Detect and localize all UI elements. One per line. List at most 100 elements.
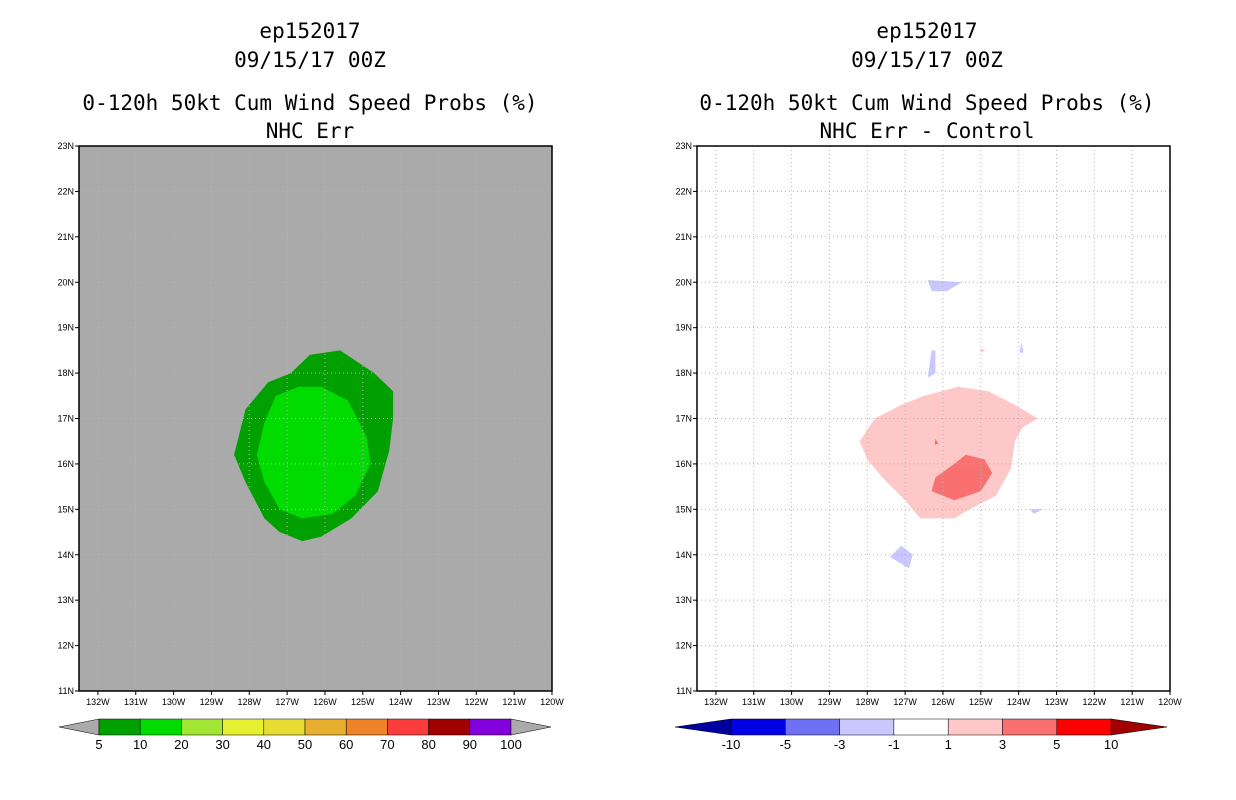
y-tick-label: 15N bbox=[675, 504, 692, 514]
contour-region--3--1 bbox=[927, 280, 962, 292]
colorbar-swatch bbox=[222, 718, 265, 736]
colorbar-label: 10 bbox=[133, 737, 147, 752]
colorbar-swatch bbox=[893, 718, 949, 736]
x-tick-label: 132W bbox=[704, 697, 728, 707]
colorbar-swatch bbox=[428, 718, 471, 736]
contour-region--3--1 bbox=[1030, 509, 1044, 514]
y-tick-label: 16N bbox=[57, 459, 74, 469]
y-tick-label: 18N bbox=[675, 368, 692, 378]
x-tick-label: 130W bbox=[780, 697, 804, 707]
colorbar-swatch bbox=[1056, 718, 1112, 736]
y-tick-label: 14N bbox=[675, 550, 692, 560]
colorbar-label: 3 bbox=[999, 737, 1006, 752]
y-tick-label: 22N bbox=[675, 186, 692, 196]
x-tick-label: 126W bbox=[931, 697, 955, 707]
y-tick-label: 21N bbox=[675, 232, 692, 242]
colorbar-low-triangle bbox=[674, 718, 732, 736]
contour-layer bbox=[859, 280, 1044, 569]
contour-region-1-3 bbox=[859, 386, 1038, 519]
y-tick-label: 14N bbox=[57, 550, 74, 560]
x-tick-label: 125W bbox=[351, 697, 375, 707]
y-tick-label: 16N bbox=[675, 459, 692, 469]
y-tick-label: 21N bbox=[57, 232, 74, 242]
contour-region-3-5 bbox=[931, 454, 993, 501]
x-axis-ticks: 132W 131W 130W 129W 128W 127W 126W 125W 124W 123W… bbox=[704, 691, 1182, 707]
colorbar-swatch bbox=[469, 718, 512, 736]
colorbar-swatch bbox=[181, 718, 223, 736]
colorbar-swatch bbox=[839, 718, 895, 736]
x-tick-label: 127W bbox=[275, 697, 299, 707]
colorbar-label: 70 bbox=[380, 737, 394, 752]
colorbar-label: 20 bbox=[174, 737, 188, 752]
colorbar-label: -3 bbox=[834, 737, 846, 752]
y-tick-label: 20N bbox=[675, 277, 692, 287]
y-axis-ticks: 11N 12N 13N 14N 15N 16N 17N 18N 19N 20N 21N 22N 23N bbox=[57, 141, 79, 696]
x-tick-label: 129W bbox=[200, 697, 224, 707]
y-tick-label: 13N bbox=[57, 595, 74, 605]
colorbar-label: 80 bbox=[421, 737, 435, 752]
colorbar-label: 30 bbox=[215, 737, 229, 752]
colorbar-swatch bbox=[785, 718, 840, 736]
colorbar-label: 5 bbox=[1053, 737, 1060, 752]
x-tick-label: 131W bbox=[124, 697, 148, 707]
y-tick-label: 18N bbox=[57, 368, 74, 378]
colorbar-swatch bbox=[1002, 718, 1058, 736]
colorbar-swatch bbox=[139, 718, 182, 736]
x-tick-label: 126W bbox=[313, 697, 337, 707]
colorbar: -10 -5 -3 -1 1 3 5 10 bbox=[674, 718, 1168, 752]
colorbar-label: -10 bbox=[722, 737, 741, 752]
x-tick-label: 121W bbox=[502, 697, 526, 707]
colorbar-swatch bbox=[345, 718, 388, 736]
storm-id-label: ep152017 bbox=[876, 19, 977, 43]
y-tick-label: 12N bbox=[675, 641, 692, 651]
x-tick-label: 121W bbox=[1120, 697, 1144, 707]
grid-lines bbox=[79, 146, 552, 691]
x-tick-label: 131W bbox=[742, 697, 766, 707]
colorbar-high-triangle bbox=[510, 718, 552, 736]
colorbar-high-triangle bbox=[1110, 718, 1168, 736]
colorbar-swatch bbox=[730, 718, 786, 736]
x-tick-label: 129W bbox=[818, 697, 842, 707]
x-axis-ticks: 132W 131W 130W 129W 128W 127W 126W 125W 124W 123W… bbox=[86, 691, 564, 707]
y-tick-label: 19N bbox=[675, 323, 692, 333]
contour-layer bbox=[234, 350, 394, 542]
x-tick-label: 128W bbox=[856, 697, 880, 707]
chart-subtitle: NHC Err - Control bbox=[820, 119, 1035, 143]
colorbar-swatch bbox=[387, 718, 429, 736]
y-tick-label: 23N bbox=[57, 141, 74, 151]
datetime-label: 09/15/17 00Z bbox=[851, 48, 1003, 72]
colorbar-label: 40 bbox=[257, 737, 271, 752]
y-tick-label: 20N bbox=[57, 277, 74, 287]
y-tick-label: 12N bbox=[57, 641, 74, 651]
contour-region-10-20 bbox=[256, 386, 371, 519]
contour-region--3--1 bbox=[927, 350, 936, 378]
colorbar-swatch bbox=[947, 718, 1003, 736]
contour-region--3--1 bbox=[1019, 341, 1024, 353]
y-tick-label: 17N bbox=[675, 414, 692, 424]
contour-region-1-3 bbox=[980, 348, 986, 353]
colorbar-label: 100 bbox=[500, 737, 522, 752]
x-tick-label: 122W bbox=[1083, 697, 1107, 707]
y-tick-label: 13N bbox=[675, 595, 692, 605]
colorbar-label: -1 bbox=[888, 737, 900, 752]
colorbar-label: 5 bbox=[95, 737, 102, 752]
x-tick-label: 123W bbox=[1045, 697, 1069, 707]
y-tick-label: 19N bbox=[57, 323, 74, 333]
chart-subtitle: NHC Err bbox=[266, 119, 355, 143]
y-tick-label: 23N bbox=[675, 141, 692, 151]
colorbar-label: 90 bbox=[463, 737, 477, 752]
y-tick-label: 11N bbox=[58, 686, 74, 696]
x-tick-label: 132W bbox=[86, 697, 110, 707]
contour-region--3--1 bbox=[890, 545, 913, 569]
x-tick-label: 120W bbox=[1158, 697, 1182, 707]
colorbar-low-triangle bbox=[58, 718, 100, 736]
contour-region-3-5 bbox=[934, 438, 939, 445]
colorbar-swatch bbox=[263, 718, 306, 736]
x-tick-label: 124W bbox=[389, 697, 413, 707]
chart-title: 0-120h 50kt Cum Wind Speed Probs (%) bbox=[699, 91, 1154, 115]
colorbar-swatch bbox=[304, 718, 347, 736]
colorbar: 5 10 20 30 40 50 60 70 80 90 100 bbox=[58, 718, 552, 752]
colorbar-label: 50 bbox=[298, 737, 312, 752]
x-tick-label: 127W bbox=[893, 697, 917, 707]
